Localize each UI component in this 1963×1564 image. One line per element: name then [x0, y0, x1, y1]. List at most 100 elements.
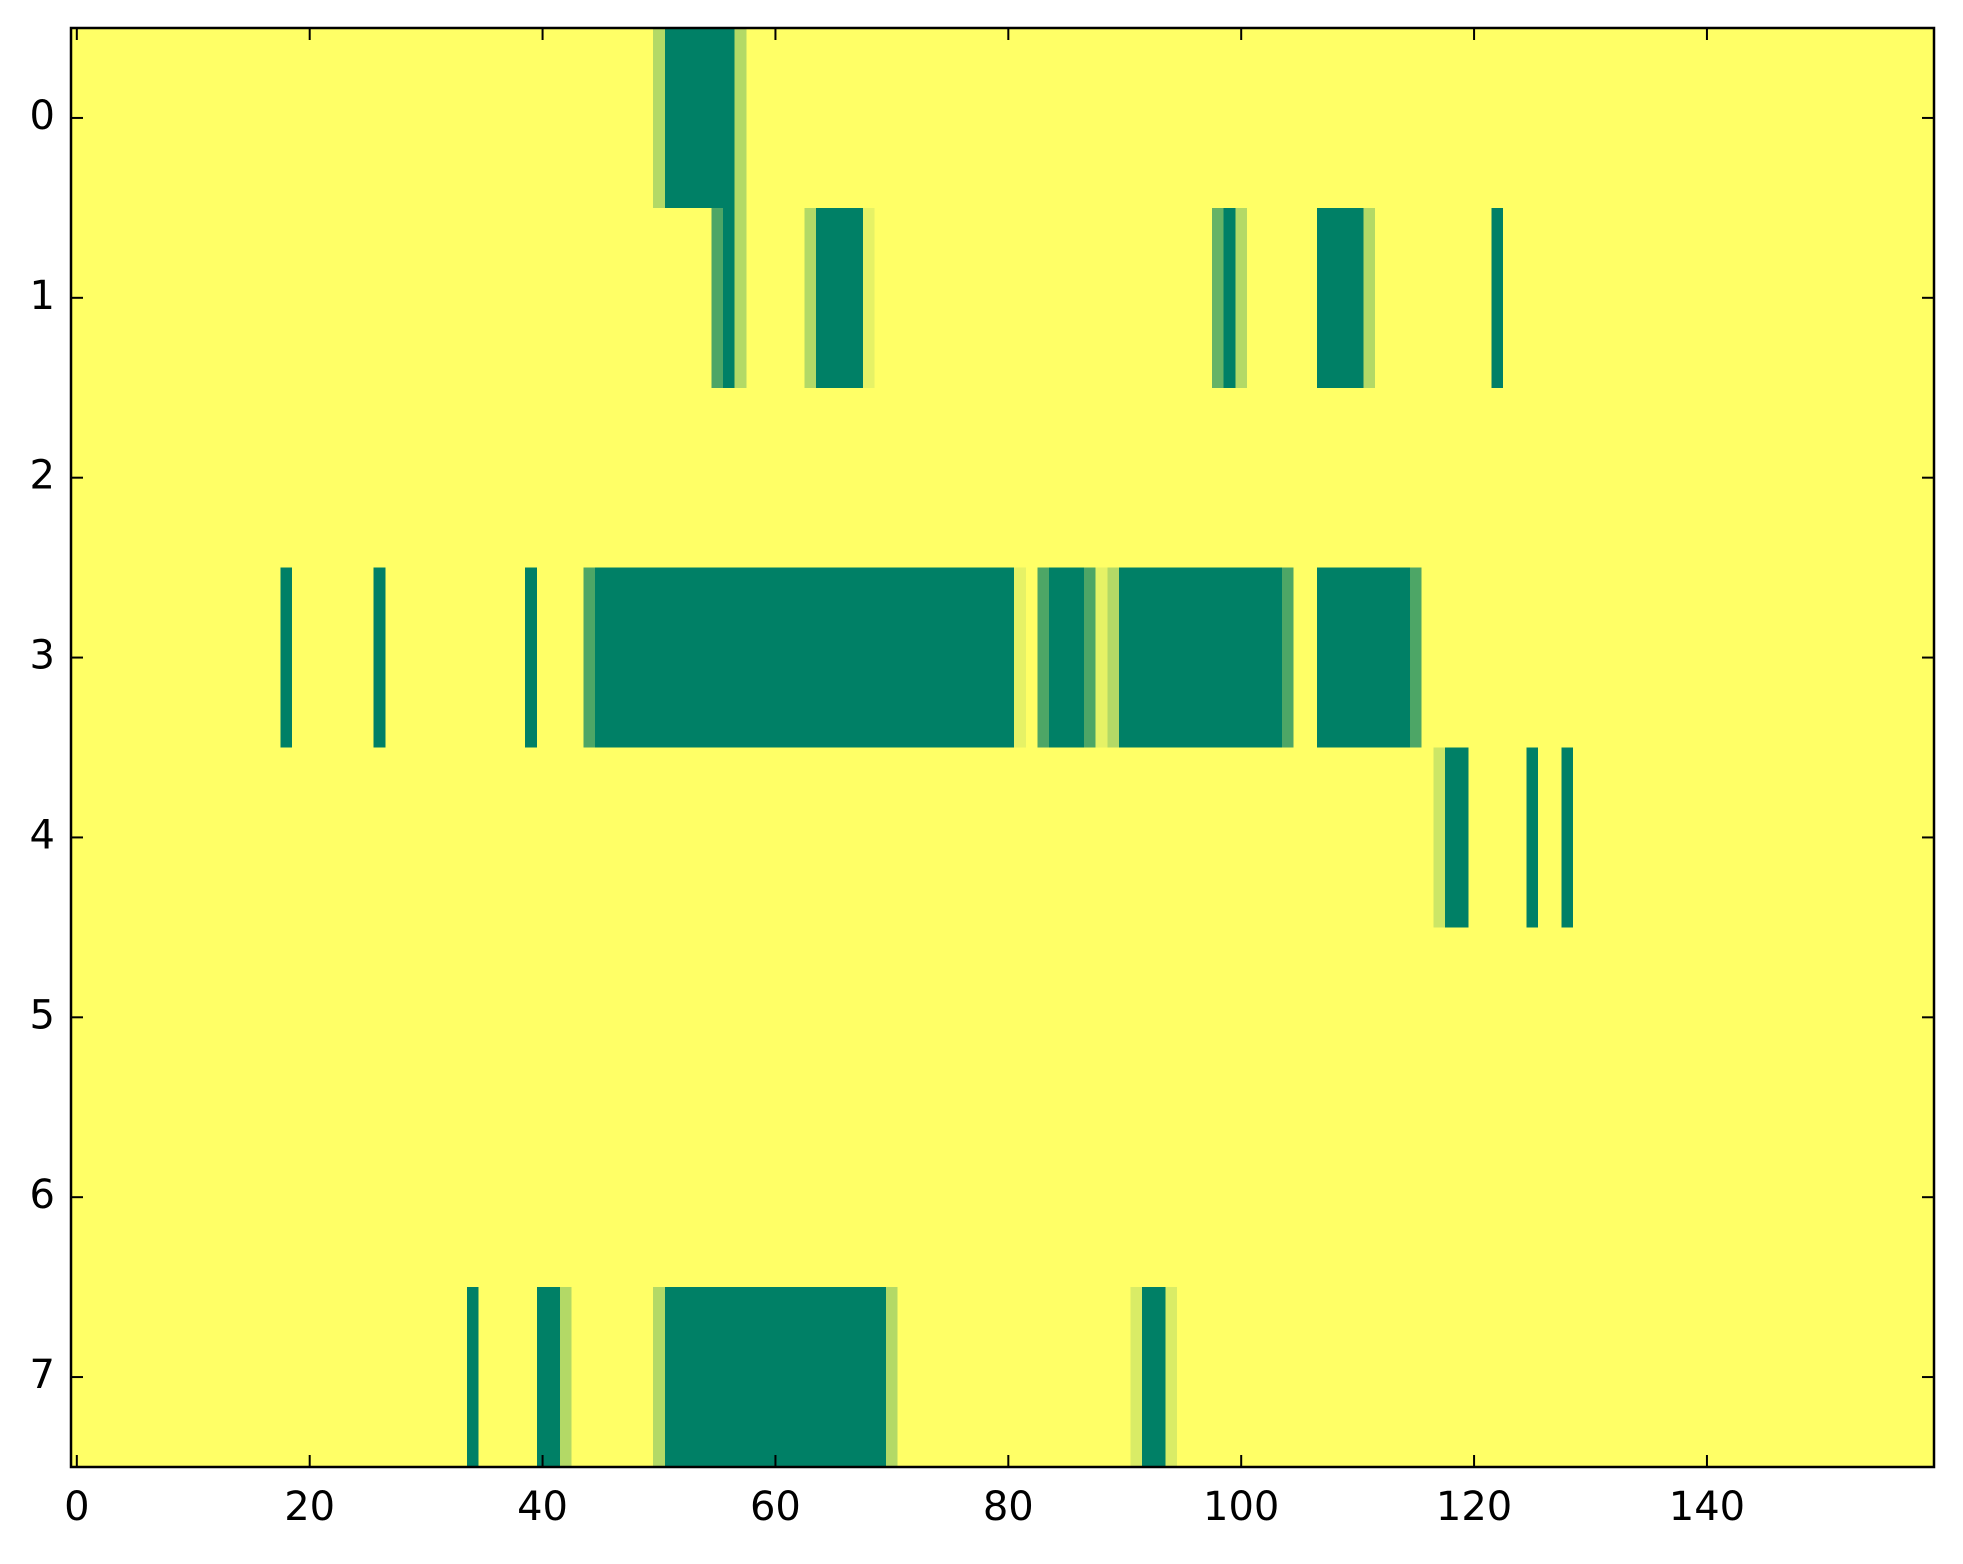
cell [711, 567, 724, 748]
cell [979, 1287, 992, 1468]
cell [1060, 207, 1073, 389]
cell [1153, 387, 1167, 569]
cell [897, 387, 910, 569]
cell [140, 387, 154, 569]
cell [338, 387, 351, 569]
cell [629, 567, 643, 748]
cell [1654, 567, 1667, 748]
cell [1491, 387, 1504, 569]
heatmap [71, 28, 1935, 1468]
cell [455, 1287, 468, 1468]
cell [443, 387, 456, 569]
cell [327, 28, 340, 209]
cell [990, 387, 1003, 569]
cell [571, 1287, 584, 1468]
cell [501, 567, 514, 748]
cell [1910, 1287, 1923, 1468]
cell [862, 1287, 875, 1468]
cell [490, 747, 503, 928]
cell [513, 747, 526, 928]
cell [1456, 387, 1469, 569]
cell [1759, 927, 1772, 1108]
cell [292, 387, 305, 569]
cell [1247, 1107, 1260, 1288]
cell [1794, 567, 1807, 748]
cell [408, 387, 421, 569]
cell [1584, 28, 1597, 209]
cell [1235, 567, 1248, 748]
cell [164, 28, 177, 209]
cell [1619, 927, 1632, 1108]
cell [408, 567, 421, 748]
cell [1060, 387, 1073, 569]
cell [1805, 387, 1819, 569]
cell [1223, 387, 1236, 569]
cell [746, 387, 759, 569]
cell [1258, 747, 1271, 928]
cell [280, 207, 293, 389]
cell [1736, 747, 1749, 928]
cell [583, 927, 596, 1108]
cell [490, 207, 503, 389]
cell [641, 747, 654, 928]
x-tick-label: 80 [983, 1484, 1034, 1530]
cell [1281, 1107, 1295, 1288]
cell [1596, 747, 1609, 928]
cell [1561, 28, 1574, 209]
cell [1677, 28, 1690, 209]
cell [1910, 927, 1923, 1108]
cell [187, 207, 200, 389]
cell [792, 387, 806, 569]
cell [536, 927, 549, 1108]
cell [1538, 1107, 1551, 1288]
cell [1095, 1287, 1108, 1468]
cell [1142, 747, 1155, 928]
cell [932, 387, 945, 569]
cell [513, 567, 526, 748]
cell [1293, 567, 1306, 748]
cell [676, 747, 689, 928]
cell [303, 927, 317, 1108]
cell [1479, 1107, 1493, 1288]
cell [676, 207, 689, 389]
cell [1596, 207, 1609, 389]
cell [129, 1287, 142, 1468]
cell [1549, 927, 1562, 1108]
cell [525, 747, 538, 928]
cell [711, 28, 724, 209]
plot-frame [69, 26, 1936, 1469]
cell [199, 387, 212, 569]
cell [1072, 387, 1085, 569]
cell [897, 747, 910, 928]
cell [1584, 567, 1597, 748]
cell [466, 207, 480, 389]
cell [1829, 387, 1842, 569]
cell [315, 387, 328, 569]
cell [1736, 207, 1749, 389]
cell [1840, 567, 1853, 748]
cell [1281, 927, 1295, 1108]
cell [199, 747, 212, 928]
cell [606, 927, 619, 1108]
cell [1037, 387, 1050, 569]
cell [129, 1107, 142, 1288]
cell [1200, 28, 1213, 209]
cell [606, 567, 619, 748]
cell [1852, 1107, 1865, 1288]
cell [560, 387, 573, 569]
cell [501, 927, 514, 1108]
cell [1503, 28, 1516, 209]
cell [1573, 207, 1586, 389]
cell [1596, 28, 1609, 209]
cell [1351, 1107, 1364, 1288]
cell [1165, 1107, 1178, 1288]
cell [327, 927, 340, 1108]
cell [1107, 207, 1120, 389]
cell [1177, 1107, 1190, 1288]
cell [222, 1287, 235, 1468]
cell [1270, 387, 1283, 569]
cell [1805, 927, 1819, 1108]
cell [1479, 387, 1493, 569]
cell [886, 927, 899, 1108]
cell [606, 1107, 619, 1288]
